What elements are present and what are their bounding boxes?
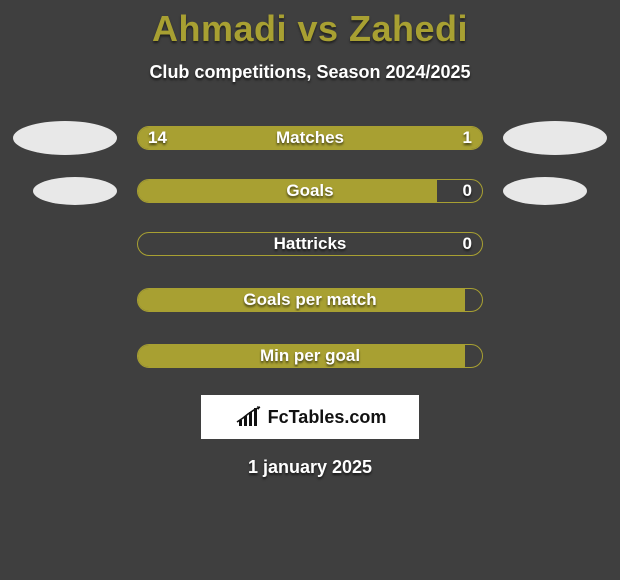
bar-fill-left	[138, 127, 413, 149]
stat-row-hattricks: Hattricks 0	[0, 227, 620, 261]
stat-bar: 14 Matches 1	[137, 126, 483, 150]
site-logo: FcTables.com	[201, 395, 419, 439]
chart-icon	[234, 406, 262, 428]
stat-label: Hattricks	[138, 234, 482, 254]
stat-value-right: 0	[463, 234, 472, 254]
stat-bar: Goals per match	[137, 288, 483, 312]
stat-row-min-per-goal: Min per goal	[0, 339, 620, 373]
stat-row-matches: 14 Matches 1	[0, 121, 620, 155]
stat-row-goals: Goals 0	[0, 177, 620, 205]
bar-fill-right	[413, 127, 482, 149]
stat-rows: 14 Matches 1 Goals 0 Hattric	[0, 121, 620, 373]
stat-value-right: 0	[463, 181, 472, 201]
comparison-card: Ahmadi vs Zahedi Club competitions, Seas…	[0, 0, 620, 580]
page-title: Ahmadi vs Zahedi	[152, 8, 468, 50]
page-subtitle: Club competitions, Season 2024/2025	[149, 62, 470, 83]
bar-fill-left	[138, 180, 437, 202]
player-avatar-left	[13, 121, 117, 155]
stat-bar: Goals 0	[137, 179, 483, 203]
player-avatar-right	[503, 177, 587, 205]
bar-fill-left	[138, 289, 465, 311]
logo-text: FcTables.com	[268, 407, 387, 428]
snapshot-date: 1 january 2025	[248, 457, 372, 478]
stat-bar: Min per goal	[137, 344, 483, 368]
player-avatar-left	[33, 177, 117, 205]
bar-fill-left	[138, 345, 465, 367]
player-avatar-right	[503, 121, 607, 155]
stat-row-goals-per-match: Goals per match	[0, 283, 620, 317]
stat-bar: Hattricks 0	[137, 232, 483, 256]
